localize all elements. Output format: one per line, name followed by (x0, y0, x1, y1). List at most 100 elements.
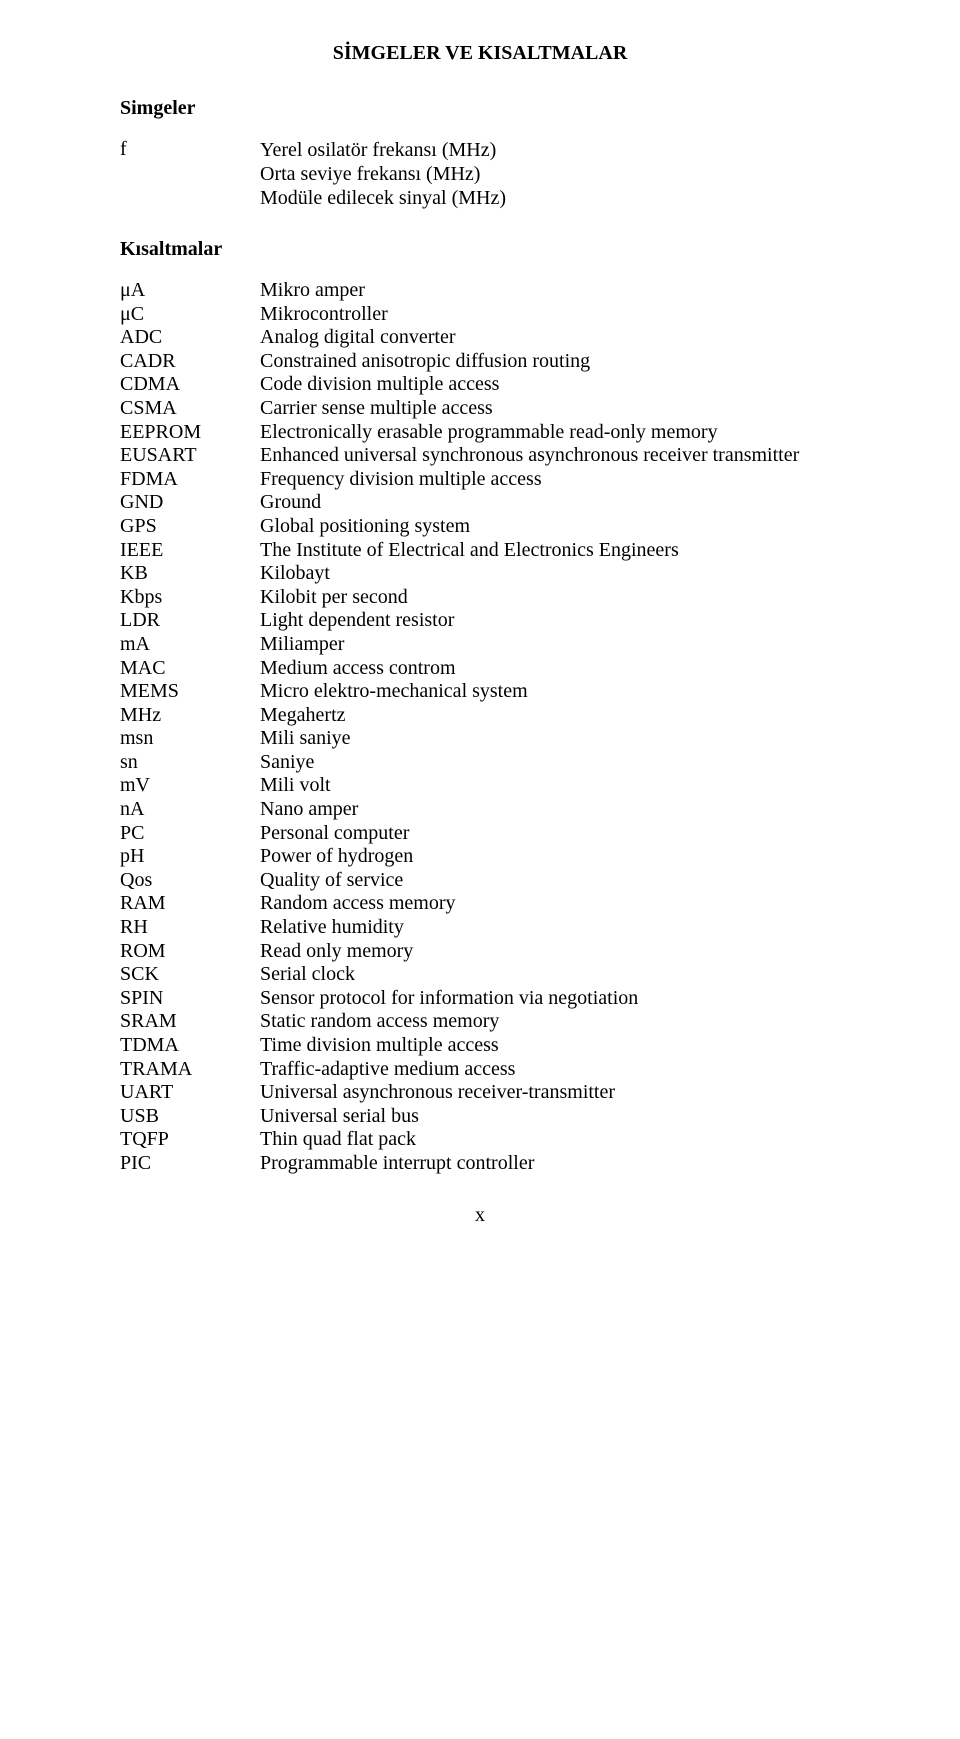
abbreviation-term: FDMA (120, 468, 260, 492)
abbreviation-row: LDRLight dependent resistor (120, 609, 840, 633)
abbreviation-definition: Kilobit per second (260, 586, 840, 610)
abbreviation-row: PCPersonal computer (120, 822, 840, 846)
abbreviation-term: ROM (120, 940, 260, 964)
abbreviations-table: μAMikro amperμCMikrocontrollerADCAnalog … (120, 279, 840, 1176)
abbreviation-definition: Medium access controm (260, 657, 840, 681)
abbreviation-term: IEEE (120, 539, 260, 563)
abbreviation-definition: Electronically erasable programmable rea… (260, 421, 840, 445)
abbreviation-row: GPSGlobal positioning system (120, 515, 840, 539)
symbol-row: f Yerel osilatör frekansı (MHz) Orta sev… (120, 138, 840, 210)
abbreviation-definition: The Institute of Electrical and Electron… (260, 539, 840, 563)
abbreviation-row: RAMRandom access memory (120, 892, 840, 916)
f-line: Orta seviye frekansı (MHz) (260, 162, 506, 186)
abbreviation-definition: Power of hydrogen (260, 845, 840, 869)
abbreviation-term: TDMA (120, 1034, 260, 1058)
abbreviation-term: EUSART (120, 444, 260, 468)
abbreviation-row: pHPower of hydrogen (120, 845, 840, 869)
abbreviation-row: CSMACarrier sense multiple access (120, 397, 840, 421)
abbreviation-row: SRAMStatic random access memory (120, 1010, 840, 1034)
abbreviation-term: sn (120, 751, 260, 775)
abbreviation-definition: Serial clock (260, 963, 840, 987)
abbreviation-term: CADR (120, 350, 260, 374)
abbreviation-definition: Light dependent resistor (260, 609, 840, 633)
abbreviation-term: LDR (120, 609, 260, 633)
abbreviation-definition: Traffic-adaptive medium access (260, 1058, 840, 1082)
f-line: Yerel osilatör frekansı (MHz) (260, 138, 506, 162)
abbreviation-term: CSMA (120, 397, 260, 421)
abbreviation-term: CDMA (120, 373, 260, 397)
abbreviation-definition: Enhanced universal synchronous asynchron… (260, 444, 840, 468)
abbreviation-definition: Ground (260, 491, 840, 515)
abbreviation-definition: Analog digital converter (260, 326, 840, 350)
abbreviation-definition: Mili saniye (260, 727, 840, 751)
abbreviation-row: KBKilobayt (120, 562, 840, 586)
abbreviation-definition: Universal serial bus (260, 1105, 840, 1129)
symbol-f: f (120, 138, 260, 210)
abbreviation-term: ADC (120, 326, 260, 350)
abbreviation-row: FDMAFrequency division multiple access (120, 468, 840, 492)
abbreviation-term: TRAMA (120, 1058, 260, 1082)
abbreviation-row: snSaniye (120, 751, 840, 775)
abbreviations-heading: Kısaltmalar (120, 238, 840, 261)
abbreviation-definition: Mikro amper (260, 279, 840, 303)
abbreviation-definition: Random access memory (260, 892, 840, 916)
page-number: x (120, 1204, 840, 1227)
abbreviation-definition: Read only memory (260, 940, 840, 964)
abbreviation-term: MEMS (120, 680, 260, 704)
abbreviation-row: UARTUniversal asynchronous receiver-tran… (120, 1081, 840, 1105)
abbreviation-term: GND (120, 491, 260, 515)
abbreviation-row: CDMACode division multiple access (120, 373, 840, 397)
abbreviation-row: mVMili volt (120, 774, 840, 798)
abbreviation-term: nA (120, 798, 260, 822)
abbreviation-row: GNDGround (120, 491, 840, 515)
abbreviation-definition: Code division multiple access (260, 373, 840, 397)
abbreviation-term: TQFP (120, 1128, 260, 1152)
abbreviation-row: CADRConstrained anisotropic diffusion ro… (120, 350, 840, 374)
abbreviation-row: μCMikrocontroller (120, 303, 840, 327)
abbreviation-term: Kbps (120, 586, 260, 610)
abbreviation-row: MHzMegahertz (120, 704, 840, 728)
abbreviation-term: mV (120, 774, 260, 798)
abbreviation-row: TQFPThin quad flat pack (120, 1128, 840, 1152)
abbreviation-row: ADCAnalog digital converter (120, 326, 840, 350)
f-line: Modüle edilecek sinyal (MHz) (260, 186, 506, 210)
abbreviation-definition: Miliamper (260, 633, 840, 657)
abbreviation-term: RH (120, 916, 260, 940)
abbreviation-row: PICProgrammable interrupt controller (120, 1152, 840, 1176)
abbreviation-term: SCK (120, 963, 260, 987)
abbreviation-row: QosQuality of service (120, 869, 840, 893)
abbreviation-term: MAC (120, 657, 260, 681)
document-page: SİMGELER VE KISALTMALAR Simgeler f Yerel… (0, 0, 960, 1267)
abbreviation-row: mAMiliamper (120, 633, 840, 657)
abbreviation-definition: Frequency division multiple access (260, 468, 840, 492)
abbreviation-term: USB (120, 1105, 260, 1129)
abbreviation-definition: Thin quad flat pack (260, 1128, 840, 1152)
abbreviation-definition: Universal asynchronous receiver-transmit… (260, 1081, 840, 1105)
abbreviation-definition: Personal computer (260, 822, 840, 846)
abbreviation-definition: Saniye (260, 751, 840, 775)
abbreviation-definition: Megahertz (260, 704, 840, 728)
abbreviation-definition: Quality of service (260, 869, 840, 893)
abbreviation-row: USBUniversal serial bus (120, 1105, 840, 1129)
abbreviation-row: msnMili saniye (120, 727, 840, 751)
abbreviation-row: MACMedium access controm (120, 657, 840, 681)
abbreviation-term: μA (120, 279, 260, 303)
abbreviation-term: SRAM (120, 1010, 260, 1034)
abbreviation-definition: Relative humidity (260, 916, 840, 940)
abbreviation-term: UART (120, 1081, 260, 1105)
abbreviation-definition: Micro elektro-mechanical system (260, 680, 840, 704)
abbreviation-definition: Global positioning system (260, 515, 840, 539)
symbols-heading: Simgeler (120, 97, 840, 120)
abbreviation-definition: Kilobayt (260, 562, 840, 586)
abbreviation-term: mA (120, 633, 260, 657)
abbreviation-term: MHz (120, 704, 260, 728)
abbreviation-definition: Time division multiple access (260, 1034, 840, 1058)
abbreviation-term: RAM (120, 892, 260, 916)
abbreviation-row: RHRelative humidity (120, 916, 840, 940)
abbreviation-term: PC (120, 822, 260, 846)
abbreviation-definition: Mikrocontroller (260, 303, 840, 327)
abbreviation-definition: Static random access memory (260, 1010, 840, 1034)
abbreviation-term: SPIN (120, 987, 260, 1011)
abbreviation-row: nANano amper (120, 798, 840, 822)
abbreviation-row: TRAMATraffic-adaptive medium access (120, 1058, 840, 1082)
